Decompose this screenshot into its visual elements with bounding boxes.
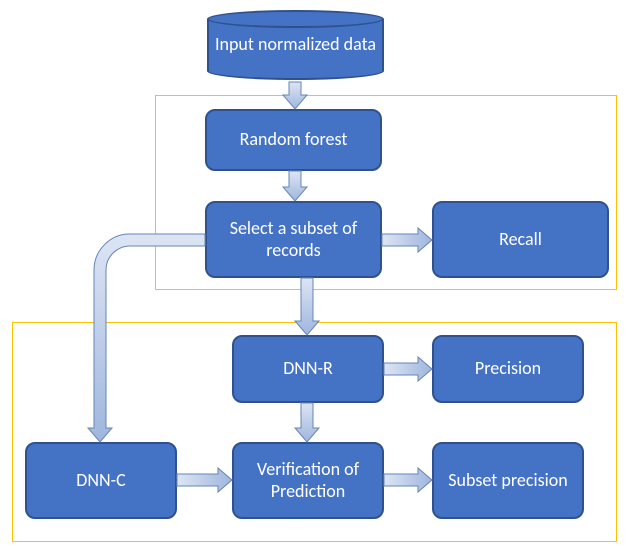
dnnc-label: DNN-C [76,470,125,492]
verify-label: Verification of Prediction [242,459,374,502]
rf-label: Random forest [240,129,348,151]
subset-label: Select a subset of records [215,218,372,261]
prec-label: Precision [475,358,541,380]
node-dnnr: DNN-R [232,335,384,403]
node-recall: Recall [432,201,609,278]
input-cyl-top [207,10,384,28]
node-subset: Select a subset of records [205,201,382,278]
subprec-label: Subset precision [448,470,567,492]
dnnr-label: DNN-R [283,358,333,380]
recall-label: Recall [499,229,542,251]
node-dnnc: DNN-C [25,442,177,519]
input-label: Input normalized data [215,34,376,56]
node-rf: Random forest [205,109,382,171]
node-prec: Precision [432,335,584,403]
node-verify: Verification of Prediction [232,442,384,519]
node-subprec: Subset precision [432,442,584,519]
